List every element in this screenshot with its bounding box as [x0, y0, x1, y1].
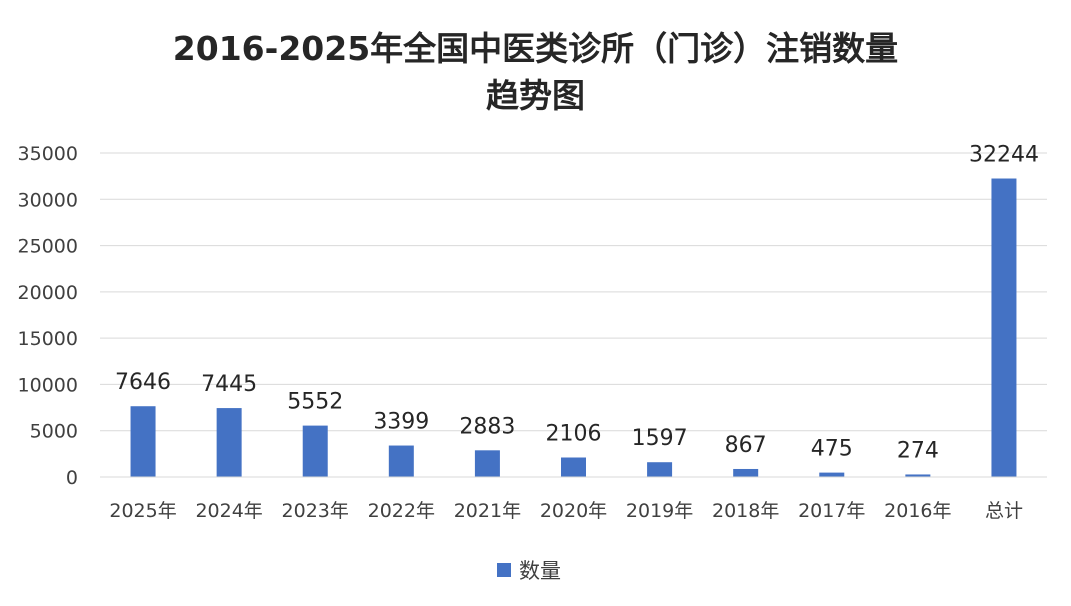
- bar: [302, 425, 328, 477]
- legend-swatch: [497, 563, 511, 577]
- bars: [130, 178, 1017, 477]
- chart-title-line2: 趋势图: [486, 76, 585, 115]
- y-tick-label: 35000: [18, 143, 78, 165]
- bar: [216, 408, 242, 477]
- bar: [561, 457, 586, 477]
- data-label: 3399: [373, 410, 429, 435]
- x-tick-label: 2020年: [540, 500, 607, 522]
- y-tick-label: 15000: [18, 328, 78, 350]
- y-tick-label: 0: [66, 467, 78, 489]
- y-tick-label: 5000: [30, 421, 78, 443]
- bar: [819, 472, 845, 477]
- bar: [647, 462, 673, 477]
- x-tick-label: 2019年: [626, 500, 693, 522]
- data-label: 7646: [115, 370, 171, 395]
- bar: [991, 178, 1017, 477]
- bar: [130, 406, 156, 477]
- x-tick-label: 总计: [985, 500, 1023, 522]
- x-tick-label: 2023年: [282, 500, 349, 522]
- y-axis: 0 5000 10000 15000 20000 25000 30000 35000: [18, 143, 78, 489]
- y-tick-label: 20000: [18, 282, 78, 304]
- x-tick-label: 2018年: [712, 500, 779, 522]
- bar: [733, 468, 759, 477]
- x-tick-label: 2017年: [798, 500, 865, 522]
- data-label: 7445: [201, 372, 257, 397]
- data-label: 2106: [546, 422, 602, 447]
- bar: [474, 450, 500, 477]
- y-tick-label: 30000: [18, 189, 78, 211]
- gridlines: [100, 152, 1047, 432]
- chart-title: 2016-2025年全国中医类诊所（门诊）注销数量: [172, 29, 899, 68]
- data-label: 867: [725, 433, 767, 458]
- data-label: 5552: [287, 390, 343, 415]
- bar: [388, 445, 414, 477]
- data-label: 32244: [969, 143, 1039, 168]
- y-tick-label: 10000: [18, 374, 78, 396]
- data-label: 274: [897, 438, 939, 463]
- data-label: 2883: [459, 414, 515, 439]
- x-axis: 2025年 2024年 2023年 2022年 2021年 2020年 2019年 2018年…: [100, 476, 1047, 522]
- x-tick-label: 2022年: [368, 500, 435, 522]
- data-labels: 7646 7445 5552 3399 2883 2106 1597 867 475 274 322…: [115, 143, 1039, 464]
- y-tick-label: 25000: [18, 236, 78, 258]
- x-tick-label: 2016年: [884, 500, 951, 522]
- bar: [905, 474, 931, 477]
- x-tick-label: 2021年: [454, 500, 521, 522]
- x-tick-label: 2025年: [109, 500, 176, 522]
- data-label: 475: [811, 437, 853, 462]
- data-label: 1597: [632, 426, 688, 451]
- x-tick-label: 2024年: [195, 500, 262, 522]
- legend: 数量: [497, 555, 561, 585]
- legend-label: 数量: [519, 559, 561, 583]
